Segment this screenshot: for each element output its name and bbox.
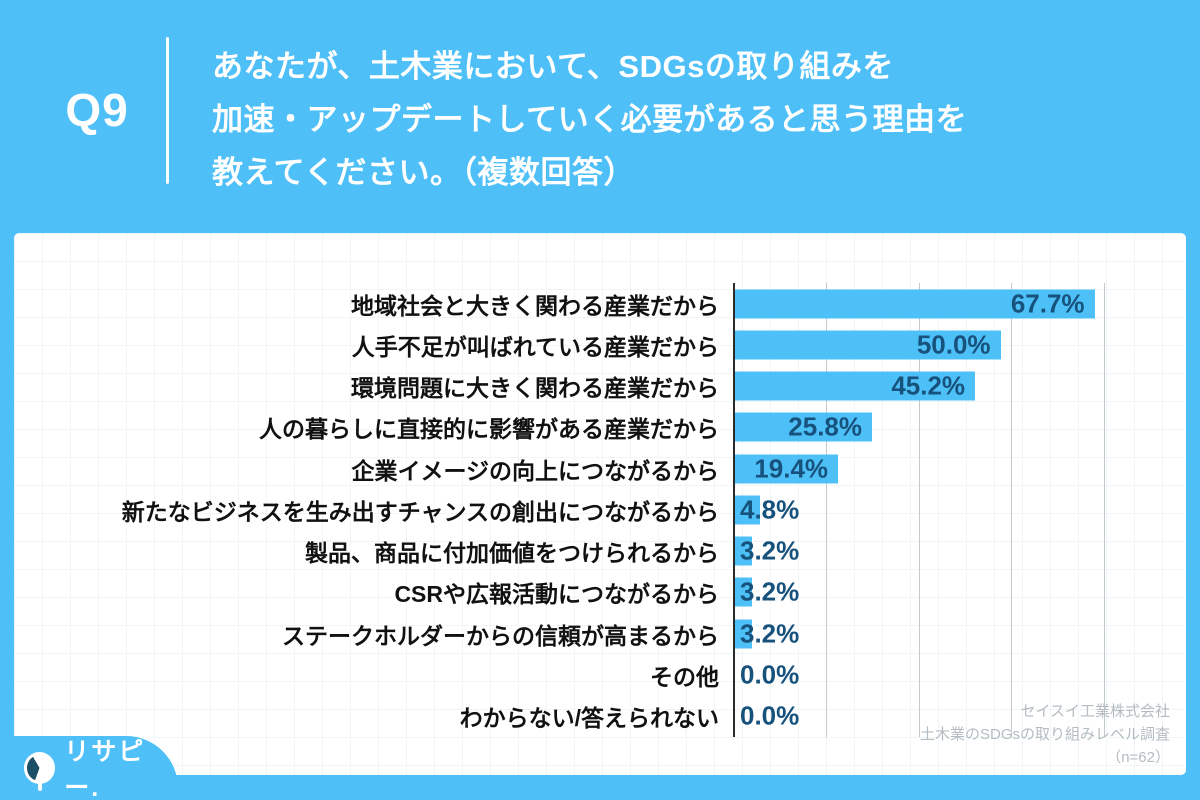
source-line-company: セイスイ工業株式会社 (1020, 703, 1170, 720)
value-label: 45.2% (891, 370, 966, 401)
chart-row: 人手不足が叫ばれている産業だから 50.0% (14, 324, 1186, 365)
gridline (825, 283, 827, 737)
plot-cell: 67.7% (733, 283, 1186, 324)
category-label: 人手不足が叫ばれている産業だから (351, 333, 719, 360)
chart-row: 環境問題に大きく関わる産業だから 45.2% (14, 366, 1186, 407)
plot-cell: 4.8% (733, 489, 1186, 530)
gridline (1104, 283, 1106, 737)
bar (735, 330, 1001, 360)
question-header: Q9 あなたが、土木業において、SDGsの取り組みを 加速・アップデートしていく… (0, 0, 1200, 233)
gridline (1011, 283, 1013, 737)
plot-cell: 3.2% (733, 613, 1186, 654)
magnifier-pie-icon (24, 752, 56, 784)
chart-row: 製品、商品に付加価値をつけられるから 3.2% (14, 531, 1186, 572)
question-text: あなたが、土木業において、SDGsの取り組みを 加速・アップデートしていく必要が… (212, 40, 967, 199)
value-label: 50.0% (916, 329, 991, 360)
source-line-sample: （n=62） (1106, 749, 1170, 766)
bar (735, 495, 761, 525)
chart-row: ステークホルダーからの信頼が高まるから 3.2% (14, 613, 1186, 654)
chart-row: 企業イメージの向上につながるから 19.4% (14, 448, 1186, 489)
value-label: 3.2% (740, 618, 800, 649)
category-label: 環境問題に大きく関わる産業だから (351, 375, 719, 402)
category-label: 新たなビジネスを生み出すチャンスの創出につながるから (121, 498, 719, 525)
plot-cell: 0.0% (733, 654, 1186, 695)
chart-card: 地域社会と大きく関わる産業だから 67.7% 人手不足が叫ばれている産業だから … (14, 233, 1186, 775)
plot-cell: 3.2% (733, 531, 1186, 572)
bar (735, 289, 1095, 319)
plot-cell: 50.0% (733, 324, 1186, 365)
question-line-2: 加速・アップデートしていく必要があると思う理由を (212, 102, 968, 137)
plot-background (733, 283, 1186, 737)
category-label: 製品、商品に付加価値をつけられるから (305, 540, 719, 567)
chart-row: 新たなビジネスを生み出すチャンスの創出につながるから 4.8% (14, 489, 1186, 530)
brand-logo-text: リサピー. (64, 738, 146, 800)
category-label: 地域社会と大きく関わる産業だから (351, 292, 719, 319)
plot-cell: 25.8% (733, 407, 1186, 448)
bar (735, 536, 752, 566)
question-number: Q9 (65, 84, 129, 136)
value-label: 19.4% (754, 453, 829, 484)
y-axis-line (733, 283, 735, 737)
plot-cell: 19.4% (733, 448, 1186, 489)
chart-row: 人の暮らしに直接的に影響がある産業だから 25.8% (14, 407, 1186, 448)
plot-cell: 0.0% (733, 696, 1186, 737)
value-label: 3.2% (740, 535, 800, 566)
question-line-3: 教えてください。（複数回答） (212, 155, 636, 190)
header-divider (166, 37, 169, 184)
value-label: 25.8% (788, 411, 863, 442)
category-label: 企業イメージの向上につながるから (351, 457, 719, 484)
value-label: 4.8% (740, 494, 800, 525)
category-label: ステークホルダーからの信頼が高まるから (282, 622, 719, 649)
plot-cell: 45.2% (733, 366, 1186, 407)
category-label: CSRや広報活動につながるから (394, 581, 719, 608)
chart-row: わからない/答えられない 0.0% (14, 696, 1186, 737)
bar-chart: 地域社会と大きく関わる産業だから 67.7% 人手不足が叫ばれている産業だから … (14, 283, 1186, 737)
plot-cell: 3.2% (733, 572, 1186, 613)
bar (735, 454, 839, 484)
value-label: 67.7% (1010, 288, 1085, 319)
bar (735, 412, 872, 442)
question-line-1: あなたが、土木業において、SDGsの取り組みを (212, 49, 894, 84)
source-note: セイスイ工業株式会社 土木業のSDGsの取り組みレベル調査 （n=62） (920, 700, 1170, 769)
brand-logo: リサピー. (0, 736, 178, 800)
value-label: 3.2% (740, 576, 800, 607)
chart-row: 地域社会と大きく関わる産業だから 67.7% (14, 283, 1186, 324)
bar (735, 577, 752, 607)
category-label: その他 (650, 664, 719, 691)
source-line-survey: 土木業のSDGsの取り組みレベル調査 (919, 726, 1170, 743)
bar (735, 371, 976, 401)
gridline (918, 283, 920, 737)
category-label: わからない/答えられない (459, 705, 719, 732)
category-label: 人の暮らしに直接的に影響がある産業だから (259, 416, 719, 443)
bar (735, 619, 752, 649)
chart-row: CSRや広報活動につながるから 3.2% (14, 572, 1186, 613)
chart-row: その他 0.0% (14, 654, 1186, 695)
value-label: 0.0% (740, 700, 800, 731)
value-label: 0.0% (740, 659, 800, 690)
